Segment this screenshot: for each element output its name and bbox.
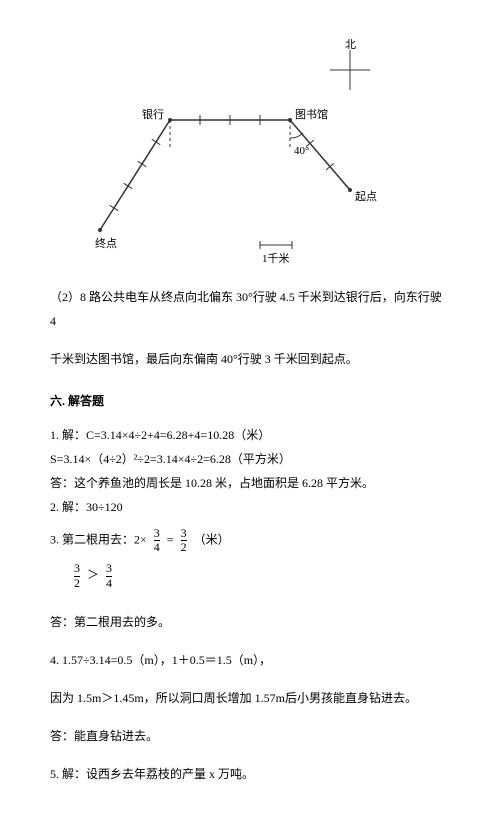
angle-label: 40° xyxy=(294,140,309,162)
answer-4-line1: 4. 1.57÷3.14=0.5（m），1＋0.5＝1.5（m）， xyxy=(50,648,450,672)
answer-1-line3: 答：这个养鱼池的周长是 10.28 米，占地面积是 6.28 平方米。 xyxy=(50,471,450,495)
section-6-title: 六. 解答题 xyxy=(50,389,450,413)
answer-3-ans: 答：第二根用去的多。 xyxy=(50,610,450,634)
greater-than: ＞ xyxy=(87,568,99,582)
answer-3-unit: （米） xyxy=(194,532,230,546)
answer-1-line2: S=3.14×（4÷2）²÷2=3.14×4÷2=6.28（平方米） xyxy=(50,447,450,471)
answer-3-line1: 3. 第二根用去：2× 3 4 = 3 2 （米） xyxy=(50,527,450,554)
scale-label: 1千米 xyxy=(262,248,290,270)
library-label: 图书馆 xyxy=(295,104,328,126)
fraction-3-2: 3 2 xyxy=(181,527,187,554)
end-label: 终点 xyxy=(95,233,117,255)
answer-1-line1: 1. 解：C=3.14×4÷2+4=6.28+4=10.28（米） xyxy=(50,423,450,447)
north-label: 北 xyxy=(345,34,356,56)
answer-5: 5. 解：设西乡去年荔枝的产量 x 万吨。 xyxy=(50,762,450,786)
route-diagram: 北 银行 图书馆 起点 终点 40° 1千米 xyxy=(50,40,450,270)
q2-line2: 千米到达图书馆，最后向东偏南 40°行驶 3 千米回到起点。 xyxy=(50,347,450,371)
answer-3-prefix: 3. 第二根用去：2× xyxy=(50,532,147,546)
answer-4-line2: 因为 1.5m＞1.45m，所以洞口周长增加 1.57m后小男孩能直身钻进去。 xyxy=(50,686,450,710)
q2-line1: （2）8 路公共电车从终点向北偏东 30°行驶 4.5 千米到达银行后，向东行驶… xyxy=(50,285,450,333)
equals: = xyxy=(167,532,174,546)
fraction-3-4-b: 3 4 xyxy=(106,562,112,589)
answer-2: 2. 解：30÷120 xyxy=(50,495,450,519)
fraction-3-2-b: 3 2 xyxy=(74,562,80,589)
start-label: 起点 xyxy=(355,186,377,208)
fraction-3-4: 3 4 xyxy=(154,527,160,554)
answer-3-compare: 3 2 ＞ 3 4 xyxy=(70,562,450,589)
answer-4-line3: 答：能直身钻进去。 xyxy=(50,724,450,748)
bank-label: 银行 xyxy=(142,104,164,126)
